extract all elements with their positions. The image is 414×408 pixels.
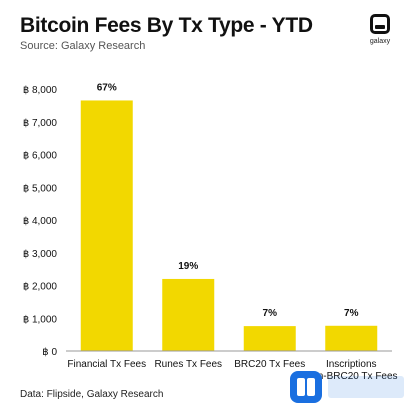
y-tick-label: ฿ 4,000 xyxy=(23,216,58,227)
logo-text: galaxy xyxy=(369,38,391,45)
data-source-footer: Data: Flipside, Galaxy Research xyxy=(20,389,164,400)
y-tick-label: ฿ 3,000 xyxy=(23,249,58,260)
y-tick-label: ฿ 0 xyxy=(42,347,57,358)
x-tick-label: Inscriptions Non-BRC20 Tx Fees xyxy=(305,359,398,382)
galaxy-logo: galaxy xyxy=(362,14,398,54)
x-tick-label: BRC20 Tx Fees xyxy=(234,359,305,370)
y-tick-label: ฿ 8,000 xyxy=(23,85,58,96)
chart-subtitle: Source: Galaxy Research xyxy=(20,40,146,52)
chart-title: Bitcoin Fees By Tx Type - YTD xyxy=(20,14,313,37)
data-label: 7% xyxy=(263,308,278,319)
data-label: 7% xyxy=(344,308,359,319)
data-label: 67% xyxy=(97,82,117,93)
bar xyxy=(162,278,215,351)
y-tick-label: ฿ 5,000 xyxy=(23,183,58,194)
y-tick-label: ฿ 1,000 xyxy=(23,314,58,325)
watermark-icon xyxy=(290,371,404,403)
data-label: 19% xyxy=(178,261,198,272)
bar xyxy=(325,325,378,351)
galaxy-logo-icon xyxy=(370,14,390,34)
bar xyxy=(80,100,133,352)
y-tick-label: ฿ 2,000 xyxy=(23,282,58,293)
x-tick-label: Financial Tx Fees xyxy=(67,359,146,370)
bar xyxy=(243,326,296,351)
y-tick-label: ฿ 7,000 xyxy=(23,118,58,129)
x-tick-label: Runes Tx Fees xyxy=(154,359,222,370)
y-tick-label: ฿ 6,000 xyxy=(23,151,58,162)
